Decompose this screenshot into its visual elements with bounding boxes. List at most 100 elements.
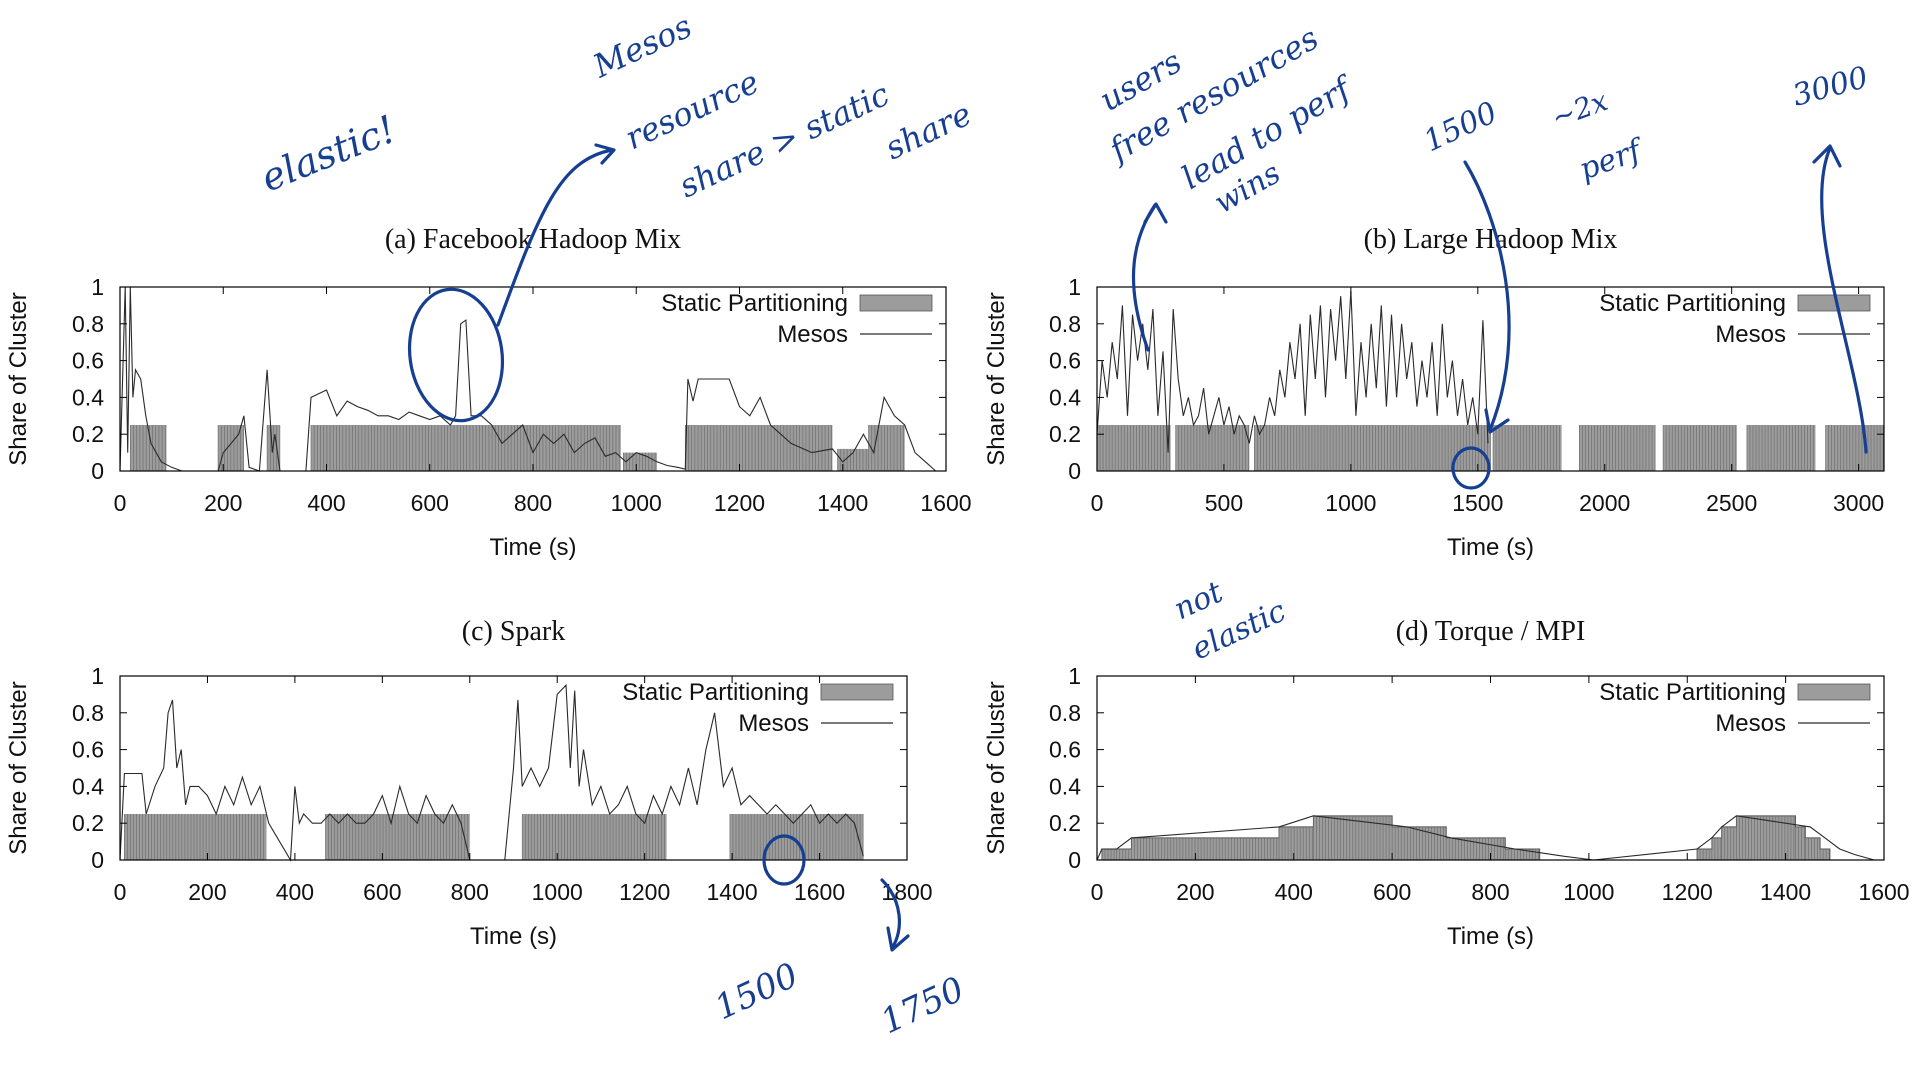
y-tick-label: 0	[91, 847, 104, 873]
annotation-arrowhead-a	[594, 143, 616, 165]
x-tick-label: 0	[114, 879, 127, 905]
y-tick-label: 0	[1068, 458, 1081, 484]
x-axis-label: Time (s)	[1447, 534, 1534, 561]
x-tick-label: 3000	[1833, 490, 1884, 516]
static-bar	[868, 425, 905, 471]
x-axis-label: Time (s)	[489, 534, 576, 561]
x-tick-label: 500	[1205, 490, 1243, 516]
chart-title: (b) Large Hadoop Mix	[1364, 224, 1618, 255]
static-partitioning-series	[1101, 815, 1860, 861]
y-tick-label: 0.6	[72, 737, 104, 763]
x-tick-label: 200	[1176, 879, 1214, 905]
y-tick-label: 0.6	[1049, 737, 1081, 763]
x-tick-label: 1800	[881, 879, 932, 905]
x-tick-label: 200	[188, 879, 226, 905]
chart-a: (a) Facebook Hadoop Mix 0 0.2 0.4 0.6 0.8 1 0 20…	[5, 224, 972, 561]
annotation-1500-b: 1500	[1419, 95, 1503, 159]
static-partitioning-series	[124, 814, 864, 860]
legend-label-static: Static Partitioning	[661, 290, 848, 317]
static-bar	[1097, 425, 1171, 471]
x-tick-label: 800	[451, 879, 489, 905]
x-tick-label: 600	[1373, 879, 1411, 905]
legend: Static Partitioning Mesos	[1599, 290, 1871, 348]
static-bar	[1493, 425, 1562, 471]
annotation-circle-peak-a	[407, 287, 505, 423]
y-tick-label: 1	[1068, 663, 1081, 689]
annotation-mesos: Mesos	[586, 7, 697, 86]
annotation-arrowhead-3000	[1812, 144, 1842, 168]
x-tick-label: 1200	[1662, 879, 1713, 905]
annotation-arrow-a	[496, 148, 614, 327]
x-tick-label: 2500	[1706, 490, 1757, 516]
mesos-series-line	[1096, 815, 1875, 861]
y-tick-label: 1	[91, 274, 104, 300]
annotation-arrow-3000	[1820, 146, 1868, 454]
y-tick-label: 0.4	[72, 384, 104, 410]
static-bar	[124, 814, 267, 860]
static-bar	[1175, 425, 1250, 471]
legend-label-mesos: Mesos	[1715, 321, 1786, 348]
y-tick-label: 0	[91, 458, 104, 484]
annotation-3000: 3000	[1789, 60, 1872, 114]
x-tick-label: 1600	[920, 490, 971, 516]
y-tick-label: 0.2	[1049, 810, 1081, 836]
y-tick-label: 0.2	[1049, 421, 1081, 447]
x-tick-label: 1000	[1563, 879, 1614, 905]
x-tick-label: 600	[411, 490, 449, 516]
x-tick-label: 2000	[1579, 490, 1630, 516]
legend-label-mesos: Mesos	[777, 321, 848, 348]
y-axis-label: Share of Cluster	[5, 681, 32, 854]
chart-title: (d) Torque / MPI	[1396, 616, 1586, 647]
x-tick-label: 1000	[532, 879, 583, 905]
x-tick-label: 1500	[1452, 490, 1503, 516]
legend: Static Partitioning Mesos	[661, 290, 933, 348]
y-axis-label: Share of Cluster	[5, 292, 32, 465]
mesos-series-line	[119, 286, 937, 472]
y-tick-label: 0.4	[1049, 773, 1081, 799]
annotation-approx-2x: ~2x	[1547, 84, 1612, 135]
annotation-1500-c: 1500	[709, 955, 804, 1028]
x-tick-label: 1400	[817, 490, 868, 516]
y-tick-label: 0.6	[72, 348, 104, 374]
legend-swatch-static	[1797, 294, 1871, 312]
annotation-circle-1500-c	[762, 834, 806, 886]
y-tick-label: 0.4	[1049, 384, 1081, 410]
plot-frame	[1096, 286, 1885, 472]
x-tick-label: 600	[363, 879, 401, 905]
x-axis-label: Time (s)	[470, 923, 557, 950]
x-tick-label: 1400	[1760, 879, 1811, 905]
static-bar	[311, 425, 621, 471]
x-tick-label: 200	[204, 490, 242, 516]
x-tick-label: 800	[1471, 879, 1509, 905]
chart-title: (a) Facebook Hadoop Mix	[385, 224, 681, 255]
legend-label-mesos: Mesos	[1715, 710, 1786, 737]
legend-label-static: Static Partitioning	[622, 679, 809, 706]
y-tick-label: 0.8	[72, 700, 104, 726]
static-bar	[1663, 425, 1737, 471]
y-axis-label: Share of Cluster	[983, 681, 1010, 854]
annotation-perf: perf	[1575, 132, 1650, 188]
handwritten-annotations: elastic! Mesos resource share > static s…	[255, 7, 1872, 1042]
y-axis-label: Share of Cluster	[983, 292, 1010, 465]
x-tick-label: 0	[1091, 879, 1104, 905]
y-tick-label: 1	[91, 663, 104, 689]
annotation-arrow-1750	[880, 878, 901, 950]
x-tick-label: 1200	[714, 490, 765, 516]
x-tick-label: 1600	[794, 879, 845, 905]
legend-swatch-static	[859, 294, 933, 312]
x-tick-label: 400	[1275, 879, 1313, 905]
y-tick-label: 0.6	[1049, 348, 1081, 374]
chart-b: (b) Large Hadoop Mix 0 0.2 0.4 0.6 0.8 1 0 500 10…	[983, 224, 1885, 561]
y-tick-label: 0.8	[1049, 311, 1081, 337]
annotation-elastic: elastic!	[255, 107, 402, 201]
y-tick-label: 0.2	[72, 421, 104, 447]
chart-d: (d) Torque / MPI 0 0.2 0.4 0.6 0.8 1 0 200 400 600…	[983, 616, 1910, 950]
y-tick-label: 0.2	[72, 810, 104, 836]
annotation-arrow-1500-b	[1463, 160, 1511, 432]
static-bar	[1746, 425, 1816, 471]
x-tick-label: 1000	[1325, 490, 1376, 516]
x-tick-label: 1400	[707, 879, 758, 905]
y-tick-label: 0.4	[72, 773, 104, 799]
y-tick-label: 0	[1068, 847, 1081, 873]
